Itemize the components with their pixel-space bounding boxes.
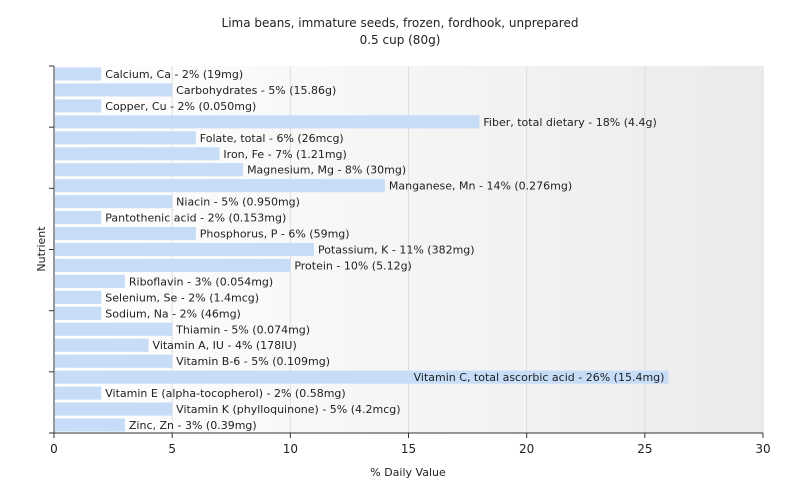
x-axis-label: % Daily Value [370,466,446,479]
chart-title: Lima beans, immature seeds, frozen, ford… [222,16,579,30]
x-tick-label: 30 [755,442,770,456]
bar [55,211,102,225]
x-tick-label: 20 [519,442,534,456]
bar [55,115,480,129]
bar-label: Protein - 10% (5.12g) [294,259,412,272]
bar-label: Phosphorus, P - 6% (59mg) [200,228,350,241]
bar-label: Potassium, K - 11% (382mg) [318,244,475,257]
x-tick-label: 0 [50,442,58,456]
bar-label: Iron, Fe - 7% (1.21mg) [223,148,346,161]
bar-label: Copper, Cu - 2% (0.050mg) [105,100,256,113]
bar [55,402,173,416]
bar-label: Zinc, Zn - 3% (0.39mg) [129,419,257,432]
bar-label: Selenium, Se - 2% (1.4mcg) [105,291,259,304]
bar-label: Carbohydrates - 5% (15.86g) [176,84,336,97]
x-tick-label: 25 [637,442,652,456]
bar [55,274,125,288]
bar-label: Vitamin E (alpha-tocopherol) - 2% (0.58m… [105,387,345,400]
bar [55,290,102,304]
bar-label: Magnesium, Mg - 8% (30mg) [247,164,406,177]
bar [55,147,220,161]
bar [55,67,102,81]
bar-label: Vitamin K (phylloquinone) - 5% (4.2mcg) [176,403,400,416]
y-axis-ticks [49,65,54,434]
bar [55,306,102,320]
bar [55,242,314,257]
x-tick-label: 5 [168,442,176,456]
bar [55,195,173,209]
bar [55,370,669,384]
bar [55,163,244,177]
bar [55,386,102,400]
x-tick-label: 10 [283,442,298,456]
bar [55,179,385,193]
bar [55,131,196,145]
y-axis-label: Nutrient [35,226,48,272]
bar-label: Pantothenic acid - 2% (0.153mg) [105,212,286,225]
bar-label: Niacin - 5% (0.950mg) [176,196,300,209]
bar-label: Manganese, Mn - 14% (0.276mg) [389,180,572,193]
bar-label: Riboflavin - 3% (0.054mg) [129,275,273,288]
bar-label: Vitamin C, total ascorbic acid - 26% (15… [414,371,665,384]
bar-label: Fiber, total dietary - 18% (4.4g) [483,116,656,129]
x-axis-ticks: 0 5 10 15 20 25 30 [50,433,771,456]
bar [55,418,125,432]
bar [55,99,102,113]
bar [55,227,196,241]
x-tick-label: 15 [401,442,416,456]
chart-subtitle: 0.5 cup (80g) [360,33,441,47]
bar-label: Sodium, Na - 2% (46mg) [105,307,241,320]
bar [55,354,173,368]
bar [55,258,291,272]
bar-label: Thiamin - 5% (0.074mg) [175,323,310,336]
bar-label: Vitamin A, IU - 4% (178IU) [153,339,297,352]
bar-label: Folate, total - 6% (26mcg) [200,132,344,145]
bars-group: Calcium, Ca - 2% (19mg) Carbohydrates - 5… [55,67,669,432]
bar [55,83,173,97]
bar [55,338,149,352]
bar [55,322,173,336]
bar-label: Calcium, Ca - 2% (19mg) [105,68,243,81]
bar-label: Vitamin B-6 - 5% (0.109mg) [176,355,330,368]
